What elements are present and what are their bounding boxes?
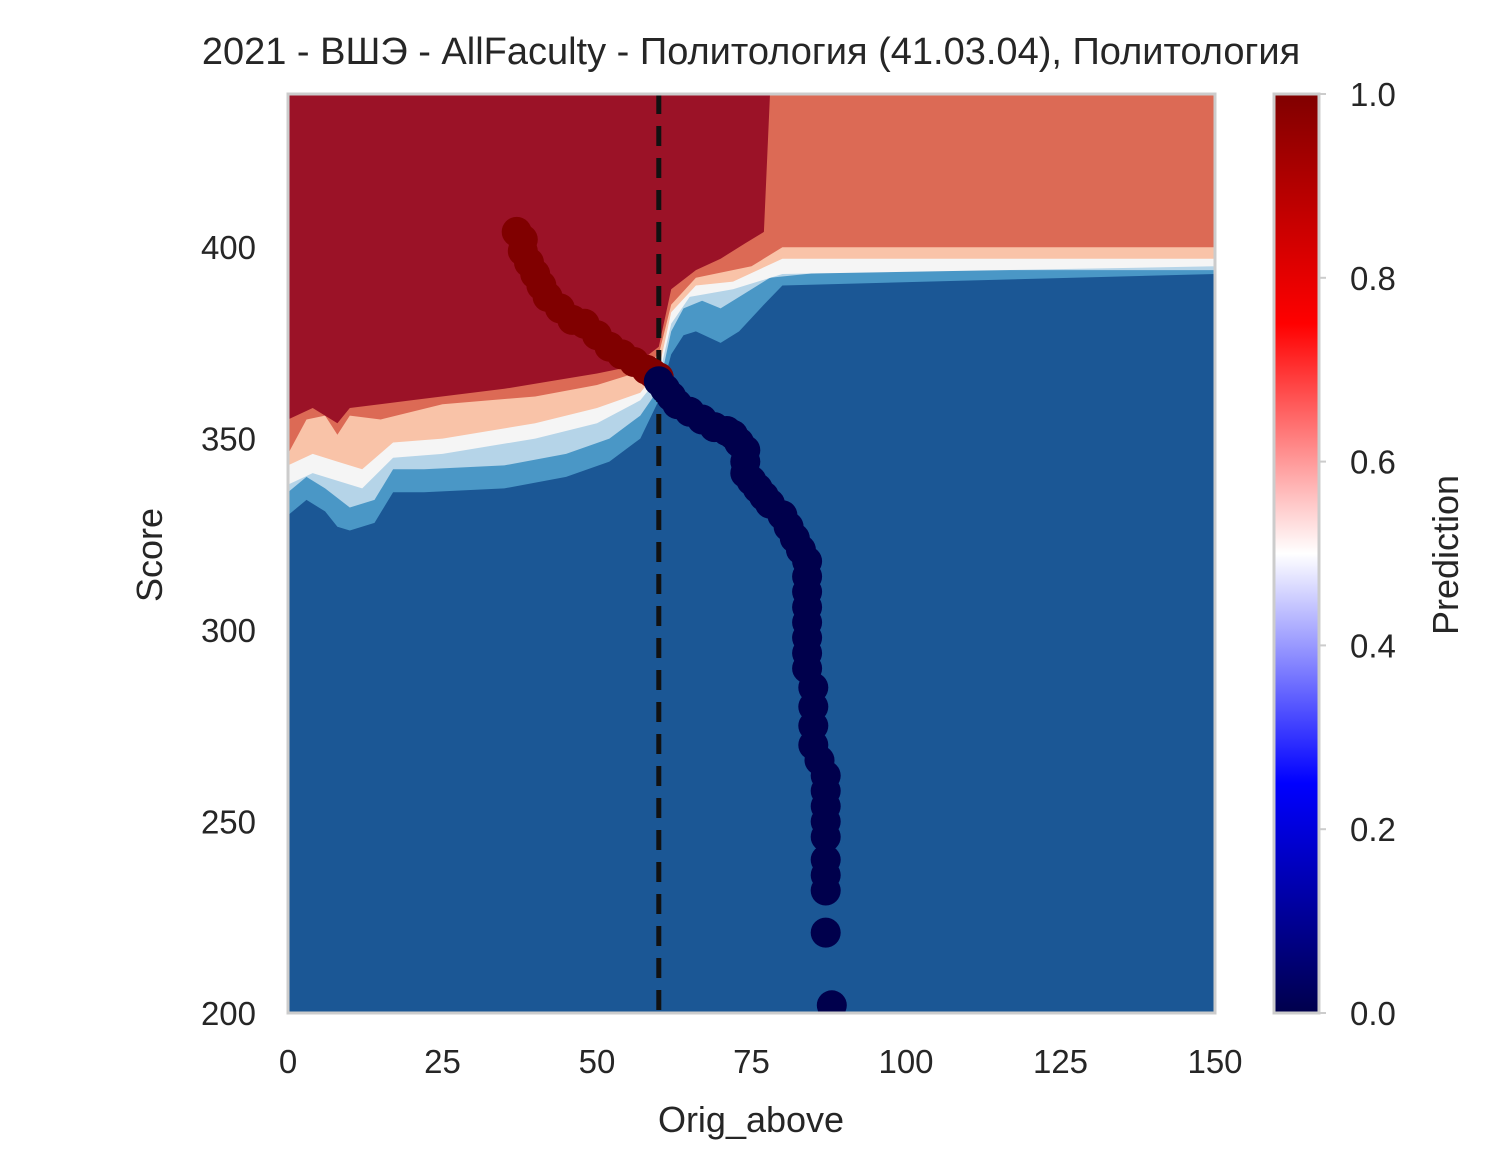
colorbar-tick-label: 0.8 [1350,260,1396,297]
plot-area [286,92,1217,1015]
colorbar-tick-label: 0.0 [1350,995,1396,1032]
y-tick-label: 300 [201,612,256,649]
colorbar-tick-label: 0.2 [1350,811,1396,848]
x-tick-label: 50 [579,1043,616,1080]
y-tick-label: 350 [201,421,256,458]
colorbar-tick-label: 1.0 [1350,76,1396,113]
y-tick-label: 200 [201,995,256,1032]
colorbar-gradient [1272,92,1321,1015]
y-tick-label: 250 [201,804,256,841]
data-point-series-1 [810,917,841,948]
x-tick-label: 0 [279,1043,297,1080]
colorbar: 0.0 0.2 0.4 0.6 0.8 1.0 Prediction [1272,76,1466,1032]
y-tick-label: 400 [201,229,256,266]
colorbar-label: Prediction [1425,475,1466,635]
plot-frame [286,92,1217,1015]
x-tick-label: 100 [878,1043,933,1080]
x-tick-label: 150 [1187,1043,1242,1080]
chart-title: 2021 - ВШЭ - AllFaculty - Политология (4… [202,31,1300,73]
x-tick-label: 25 [424,1043,461,1080]
y-axis-label: Score [129,508,170,602]
x-tick-label: 125 [1033,1043,1088,1080]
data-point-series-1 [810,821,841,852]
scatter-points [501,216,847,1013]
x-tick-label: 75 [733,1043,770,1080]
colorbar-ticks: 0.0 0.2 0.4 0.6 0.8 1.0 [1319,76,1396,1032]
colorbar-tick-label: 0.6 [1350,444,1396,481]
x-axis-ticks: 0 25 50 75 100 125 150 [279,1043,1243,1080]
colorbar-tick-label: 0.4 [1350,627,1396,664]
contour-bands [288,94,1215,531]
data-point-series-1 [816,990,847,1013]
y-axis-ticks: 200 250 300 350 400 [201,229,256,1032]
x-axis-label: Orig_above [658,1099,844,1140]
data-point-series-1 [810,875,841,906]
